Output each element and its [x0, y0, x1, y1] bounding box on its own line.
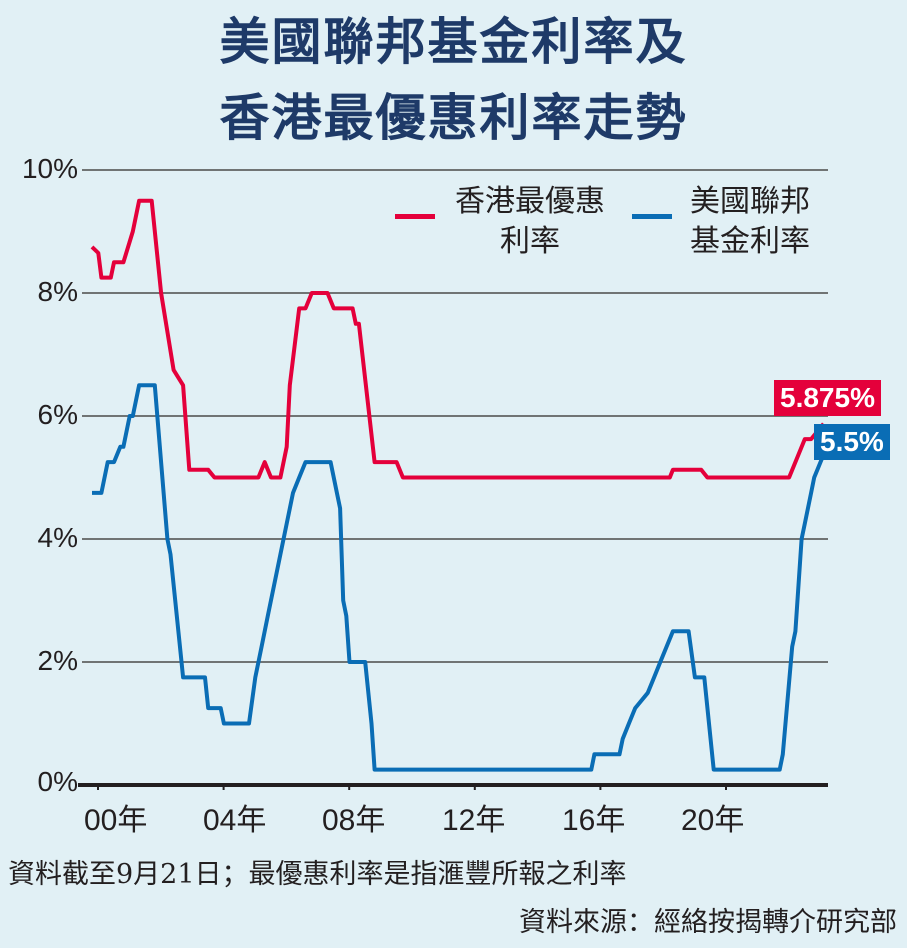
y-tick-6: 6%	[37, 399, 78, 430]
x-tick-20: 20年	[681, 804, 745, 837]
chart-title-line2: 香港最優惠利率走勢	[219, 88, 688, 147]
y-tick-4: 4%	[37, 522, 78, 553]
y-tick-2: 2%	[37, 645, 78, 676]
y-tick-8: 8%	[37, 276, 78, 307]
chart-title-line1: 美國聯邦基金利率及	[219, 12, 688, 71]
x-tick-16: 16年	[562, 804, 626, 837]
fed-funds-value-badge: 5.5%	[814, 424, 890, 460]
legend-swatch-hk-prime	[395, 214, 435, 219]
legend-label-hk-prime: 香港最優惠 利率	[455, 185, 605, 258]
hk-prime-value-badge: 5.875%	[774, 380, 881, 416]
legend-label-fed-funds: 美國聯邦 基金利率	[690, 185, 810, 258]
x-tick-08: 08年	[322, 804, 386, 837]
legend-swatch-fed-funds	[632, 214, 672, 219]
footnote: 資料截至9月21日；最優惠利率是指滙豐所報之利率	[8, 859, 627, 890]
x-tick-00: 00年	[84, 804, 148, 837]
fed-funds-line	[92, 383, 829, 772]
x-tick-12: 12年	[442, 804, 506, 837]
series-lines	[90, 198, 829, 772]
hk-prime-line	[90, 198, 826, 480]
gridlines	[78, 169, 828, 790]
y-tick-10: 10%	[21, 153, 78, 184]
x-tick-04: 04年	[203, 804, 267, 837]
source-note: 資料來源：經絡按揭轉介研究部	[519, 907, 897, 938]
y-tick-0: 0%	[37, 766, 78, 797]
